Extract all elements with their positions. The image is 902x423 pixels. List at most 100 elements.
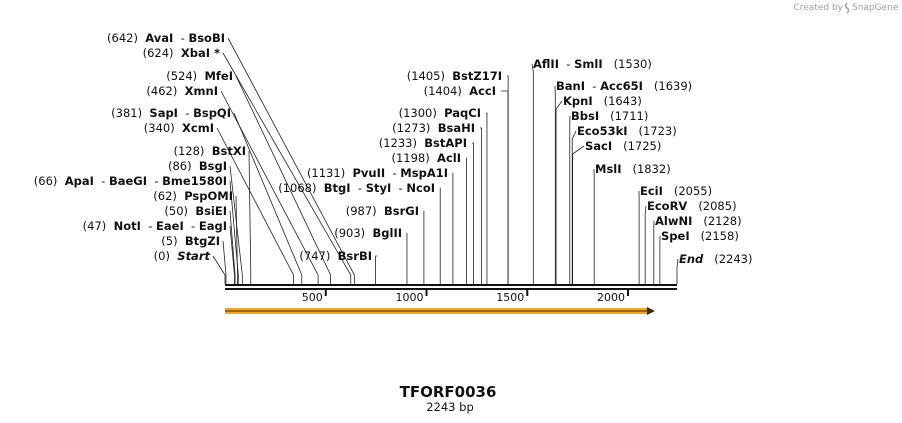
cut-position: (62)	[153, 189, 177, 203]
name-spacer	[622, 162, 633, 176]
cut-position: (1068)	[278, 181, 316, 195]
enzyme-site-label[interactable]: (62) PspOMI	[153, 189, 233, 203]
enzyme-site-label[interactable]: EcoRV (2085)	[647, 199, 737, 213]
cut-leader	[472, 142, 474, 284]
enzyme-site-label[interactable]: (47) NotI - EaeI - EagI	[83, 219, 227, 233]
name-spacer	[663, 184, 674, 198]
name-separator: -	[147, 174, 162, 188]
enzyme-site-label[interactable]: (903) BglII	[334, 226, 402, 240]
cut-position: (2055)	[674, 184, 712, 198]
cut-leader	[531, 63, 534, 284]
enzyme-name: BsaHI	[438, 121, 475, 135]
enzyme-name: Start	[177, 249, 210, 263]
enzyme-site-label[interactable]: Eco53kI (1723)	[577, 124, 677, 138]
cut-position: (462)	[146, 84, 177, 98]
cut-position: (1300)	[399, 106, 437, 120]
enzyme-site-label[interactable]: (1273) BsaHI	[392, 121, 475, 135]
enzyme-site-label[interactable]: (50) BsiEI	[164, 204, 227, 218]
enzyme-site-label[interactable]: (1198) AclI	[391, 151, 461, 165]
name-spacer	[330, 249, 337, 263]
name-separator: -	[385, 166, 400, 180]
cut-leader	[248, 150, 252, 284]
enzyme-name: BsgI	[199, 159, 227, 173]
cut-position: (1832)	[632, 162, 670, 176]
orf-feature[interactable]	[225, 307, 655, 315]
cut-leader	[555, 100, 563, 284]
enzyme-site-label[interactable]: EciI (2055)	[640, 184, 712, 198]
enzyme-site-label[interactable]: (1405) BstZ17I	[407, 69, 502, 83]
enzyme-name: NotI	[114, 219, 141, 233]
cut-position: (5)	[161, 234, 177, 248]
cut-leader	[212, 255, 226, 284]
enzyme-site-label[interactable]: (5) BtgZI	[161, 234, 220, 248]
enzyme-site-label[interactable]: (1131) PvuII - MspA1I	[307, 166, 448, 180]
name-spacer	[445, 69, 452, 83]
enzyme-site-label[interactable]: BbsI (1711)	[571, 109, 648, 123]
enzyme-site-label[interactable]: End (2243)	[679, 252, 753, 266]
enzyme-name: MslI	[595, 162, 622, 176]
credit-brand: SnapGene	[852, 3, 899, 13]
enzyme-name: AvaI	[145, 31, 173, 45]
ruler: 500 1000 1500 2000	[302, 289, 630, 304]
cut-position: (47)	[83, 219, 107, 233]
enzyme-name: Bme1580I	[162, 174, 227, 188]
enzyme-site-label[interactable]: (462) XmnI	[146, 84, 218, 98]
enzyme-site-label[interactable]: (624) XbaI *	[143, 46, 220, 60]
enzyme-name: EagI	[199, 219, 227, 233]
enzyme-site-label[interactable]: (524) MfeI	[166, 69, 233, 83]
enzyme-site-label[interactable]: (66) ApaI - BaeGI - Bme1580I	[34, 174, 227, 188]
enzyme-site-label[interactable]: SpeI (2158)	[661, 229, 739, 243]
name-spacer	[138, 31, 145, 45]
name-separator: -	[178, 106, 193, 120]
enzyme-site-label[interactable]: (642) AvaI - BsoBI	[107, 31, 225, 45]
enzyme-name: SapI	[149, 106, 178, 120]
enzyme-name: BsiEI	[195, 204, 227, 218]
cut-position: (747)	[299, 249, 330, 263]
name-spacer	[177, 84, 184, 98]
name-separator: -	[173, 31, 188, 45]
enzyme-site-label[interactable]: SacI (1725)	[585, 139, 661, 153]
enzyme-site-label[interactable]: BanI - Acc65I (1639)	[556, 79, 692, 93]
enzyme-site-label[interactable]: KpnI (1643)	[563, 94, 642, 108]
name-spacer	[599, 109, 610, 123]
enzyme-site-label[interactable]: (128) BstXI	[173, 144, 246, 158]
enzyme-site-label[interactable]: (747) BsrBI	[299, 249, 372, 263]
enzyme-labels: (642) AvaI - BsoBI(624) XbaI * (524) MfeI…	[34, 31, 753, 266]
enzyme-site-label[interactable]: MslI (1832)	[595, 162, 671, 176]
enzyme-name: EcoRV	[647, 199, 687, 213]
cut-leader	[486, 112, 488, 284]
name-spacer	[365, 226, 372, 240]
enzyme-name: EaeI	[156, 219, 184, 233]
enzyme-site-label[interactable]: AflII - SmlI (1530)	[533, 57, 652, 71]
cut-position: (1530)	[614, 57, 652, 71]
enzyme-site-label[interactable]: (86) BsgI	[168, 159, 227, 173]
name-spacer	[593, 94, 604, 108]
enzyme-name: AlwNI	[655, 214, 692, 228]
enzyme-site-label[interactable]: (1300) PaqCI	[399, 106, 481, 120]
enzyme-site-label[interactable]: (987) BsrGI	[346, 204, 419, 218]
cut-leader	[222, 52, 352, 284]
cut-leader	[480, 127, 482, 284]
name-spacer	[437, 106, 444, 120]
enzyme-site-label[interactable]: (340) XcmI	[144, 121, 214, 135]
name-spacer	[204, 144, 211, 158]
cut-leader	[220, 90, 319, 284]
cut-position: (1405)	[407, 69, 445, 83]
name-separator: -	[94, 174, 109, 188]
enzyme-site-label[interactable]: (1068) BtgI - StyI - NcoI	[278, 181, 435, 195]
cut-position: (50)	[164, 204, 188, 218]
cut-position: (1639)	[654, 79, 692, 93]
cut-leader	[235, 195, 238, 284]
enzyme-site-label[interactable]: (381) SapI - BspQI	[111, 106, 231, 120]
ruler-tick-label: 1000	[396, 291, 424, 304]
enzyme-site-label[interactable]: (1233) BstAPI	[379, 136, 467, 150]
ruler-tick-label: 500	[302, 291, 323, 304]
enzyme-name: BbsI	[571, 109, 599, 123]
enzyme-name: End	[679, 252, 704, 266]
enzyme-site-label[interactable]: AlwNI (2128)	[655, 214, 742, 228]
enzyme-site-label[interactable]: (0) Start	[154, 249, 211, 263]
cut-position: (381)	[111, 106, 142, 120]
name-spacer	[178, 234, 185, 248]
enzyme-site-label[interactable]: (1404) AccI	[424, 84, 496, 98]
enzyme-name: BspQI	[193, 106, 231, 120]
